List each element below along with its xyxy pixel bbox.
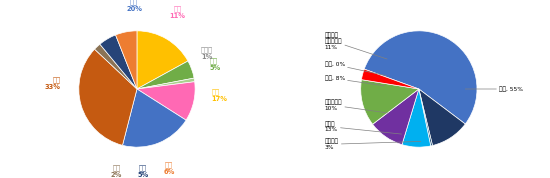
Text: 中国, 55%: 中国, 55%: [465, 86, 523, 92]
Wedge shape: [402, 89, 431, 147]
Wedge shape: [137, 82, 195, 120]
Wedge shape: [79, 49, 137, 145]
Text: 重庆
5%: 重庆 5%: [137, 165, 148, 178]
Wedge shape: [123, 89, 186, 147]
Wedge shape: [364, 31, 477, 124]
Wedge shape: [116, 31, 137, 89]
Text: 北美洲，
3%: 北美洲， 3%: [324, 138, 421, 150]
Text: 山西
20%: 山西 20%: [126, 0, 142, 12]
Wedge shape: [137, 61, 194, 89]
Wedge shape: [361, 69, 419, 89]
Text: 内蒙古
1%: 内蒙古 1%: [201, 46, 213, 60]
Text: 非洲, 0%: 非洲, 0%: [324, 62, 386, 76]
Wedge shape: [372, 89, 419, 145]
Wedge shape: [419, 89, 465, 146]
Text: 河南
11%: 河南 11%: [169, 6, 186, 19]
Wedge shape: [419, 89, 432, 146]
Text: 亚洲（不
含中国），
11%: 亚洲（不 含中国）， 11%: [324, 32, 387, 59]
Text: 大洋洲
13%: 大洋洲 13%: [324, 121, 402, 134]
Wedge shape: [361, 80, 419, 124]
Text: 拉丁美洲，
10%: 拉丁美洲， 10%: [324, 100, 388, 113]
Wedge shape: [137, 31, 188, 89]
Text: 欧洲, 8%: 欧洲, 8%: [324, 76, 384, 86]
Text: 山东
33%: 山东 33%: [44, 76, 60, 90]
Wedge shape: [100, 35, 137, 89]
Text: 河北
5%: 河北 5%: [210, 58, 221, 71]
Text: 云南
2%: 云南 2%: [111, 165, 122, 178]
Wedge shape: [137, 78, 195, 89]
Text: 广西
17%: 广西 17%: [211, 88, 227, 102]
Text: 贵州
6%: 贵州 6%: [163, 162, 175, 175]
Wedge shape: [95, 44, 137, 89]
